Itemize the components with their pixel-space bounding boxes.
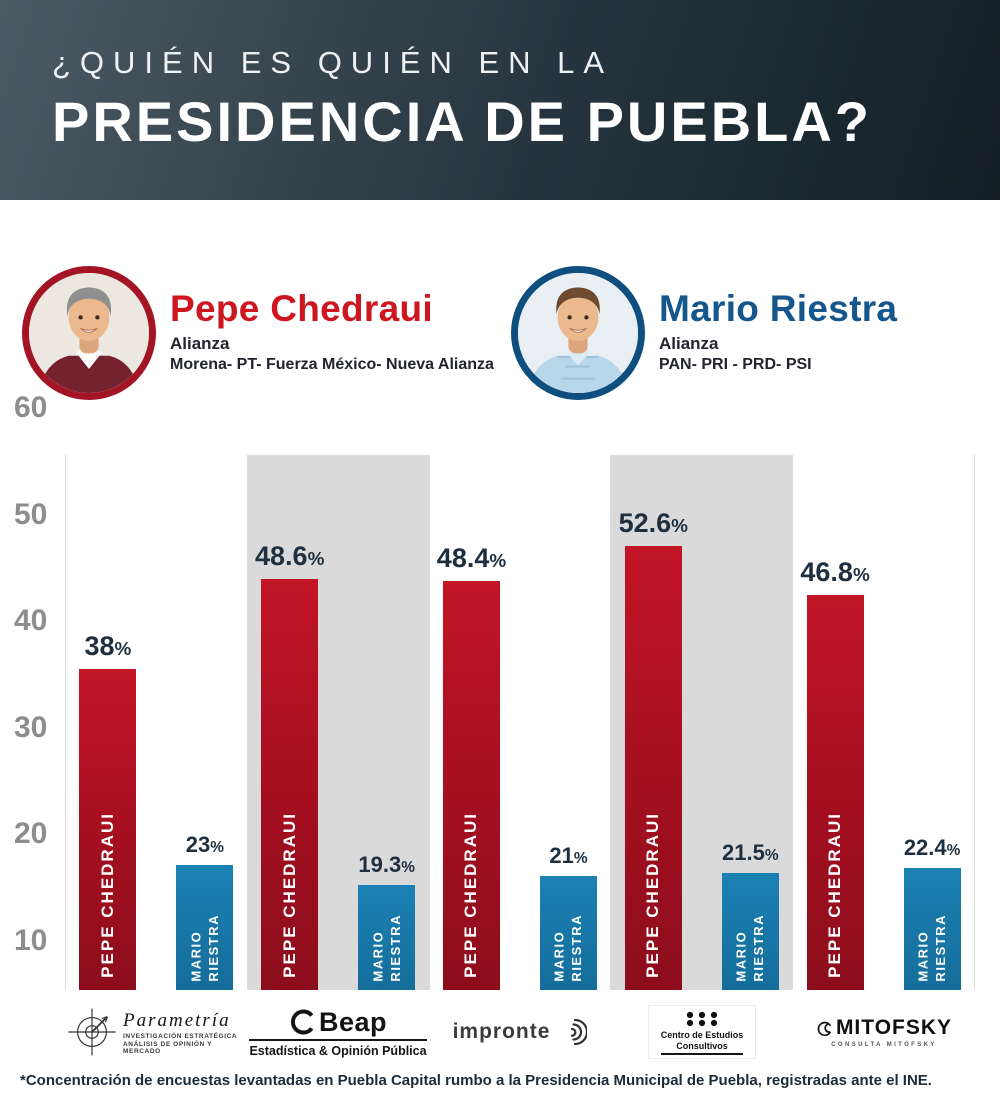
mario-portrait-illustration bbox=[518, 273, 638, 393]
pepe-portrait-illustration bbox=[29, 273, 149, 393]
pollster-logo-beap: Beap Estadística & Opinión Pública bbox=[247, 1007, 429, 1058]
bar-series-label: MARIO RIESTRA bbox=[370, 914, 403, 982]
pollster-logo-impronte: impronte bbox=[429, 1017, 611, 1047]
bar-pepe-chedraui-3: 48.4% PEPE CHEDRAUI bbox=[437, 545, 506, 990]
parametria-tagline-1: INVESTIGACIÓN ESTRATÉGICA bbox=[123, 1032, 238, 1040]
pepe-info: Pepe Chedraui Alianza Morena- PT- Fuerza… bbox=[170, 266, 494, 400]
bar-value-label: 22.4% bbox=[903, 835, 961, 860]
bar-value-label: 52.6% bbox=[618, 508, 688, 538]
bar-series-label: MARIO RIESTRA bbox=[188, 914, 221, 982]
bar-series-label: MARIO RIESTRA bbox=[551, 914, 585, 982]
pepe-chedraui-photo bbox=[22, 266, 156, 400]
bar-series-label: PEPE CHEDRAUI bbox=[279, 812, 299, 978]
y-tick-10: 10 bbox=[14, 923, 48, 957]
bar-mario-riestra-3: 21% MARIO RIESTRA bbox=[539, 845, 597, 990]
mario-name: Mario Riestra bbox=[659, 288, 898, 329]
mitofsky-wordmark: MITOFSKY bbox=[816, 1016, 952, 1040]
poll-bar-chart: 10 20 30 40 50 60 38% PEPE CHEDRAUI 23% MARIO RI… bbox=[0, 393, 1000, 990]
y-tick-60: 60 bbox=[14, 391, 48, 424]
bar-value-label: 21.5% bbox=[722, 840, 779, 865]
bar-value-label: 38% bbox=[84, 631, 132, 661]
parametria-name: Parametría bbox=[123, 1009, 231, 1031]
pollster-logo-parametria: Parametría INVESTIGACIÓN ESTRATÉGICA ANÁ… bbox=[65, 1005, 247, 1059]
mario-alliance-label: Alianza bbox=[659, 333, 719, 353]
bar-mario-riestra-5: 22.4% MARIO RIESTRA bbox=[903, 837, 961, 990]
centro-name-line1: Centro de Estudios bbox=[660, 1029, 744, 1040]
mitofsky-swirl-icon bbox=[817, 1021, 832, 1036]
pepe-parties: Morena- PT- Fuerza México- Nueva Alianza bbox=[170, 355, 494, 373]
beap-tagline: Estadística & Opinión Pública bbox=[249, 1038, 427, 1058]
pepe-alliance-label: Alianza bbox=[170, 333, 230, 353]
bar-value-label: 23% bbox=[185, 832, 224, 857]
y-tick-50: 50 bbox=[14, 497, 48, 531]
y-tick-20: 20 bbox=[14, 817, 48, 850]
hero-header: ¿QUIÉN ES QUIÉN EN LA PRESIDENCIA DE PUE… bbox=[0, 0, 1000, 200]
parametria-tagline-2: ANÁLISIS DE OPINIÓN Y MERCADO bbox=[123, 1040, 212, 1055]
candidate-pepe-chedraui: Pepe Chedraui Alianza Morena- PT- Fuerza… bbox=[22, 266, 511, 400]
pollster-logos-row: Parametría INVESTIGACIÓN ESTRATÉGICA ANÁ… bbox=[65, 996, 975, 1068]
bar-pepe-chedraui-4: 52.6% PEPE CHEDRAUI bbox=[619, 510, 688, 990]
mitofsky-name: MITOFSKY bbox=[835, 1016, 953, 1039]
candidate-mario-riestra: Mario Riestra Alianza PAN- PRI - PRD- PS… bbox=[511, 266, 1000, 400]
bar-value-label: 46.8% bbox=[800, 557, 870, 587]
centro-dots-icon bbox=[686, 1011, 718, 1026]
pepe-name: Pepe Chedraui bbox=[170, 288, 433, 329]
y-tick-40: 40 bbox=[14, 604, 48, 637]
bar-series-label: PEPE CHEDRAUI bbox=[98, 812, 118, 978]
bar-mario-riestra-2: 19.3% MARIO RIESTRA bbox=[358, 854, 416, 990]
bar-pepe-chedraui-2: 48.6% PEPE CHEDRAUI bbox=[255, 543, 324, 990]
chart-group-5: 46.8% PEPE CHEDRAUI 22.4% MARIO RIESTRA bbox=[793, 455, 975, 990]
bar-pepe-chedraui-1: 38% PEPE CHEDRAUI bbox=[79, 633, 137, 990]
parametria-compass-icon bbox=[68, 1008, 116, 1056]
chart-group-3: 48.4% PEPE CHEDRAUI 21% MARIO RIESTRA bbox=[430, 455, 612, 990]
plot-area: 38% PEPE CHEDRAUI 23% MARIO RIESTRA 48.6% PEP… bbox=[65, 455, 975, 990]
beap-name: Beap bbox=[318, 1006, 388, 1037]
centro-card: Centro de Estudios Consultivos bbox=[648, 1005, 756, 1059]
hero-title-line2: PRESIDENCIA DE PUEBLA? bbox=[52, 90, 873, 154]
mario-parties: PAN- PRI - PRD- PSI bbox=[659, 355, 812, 373]
bar-value-label: 21% bbox=[549, 843, 588, 868]
parametria-wordmark: Parametría INVESTIGACIÓN ESTRATÉGICA ANÁ… bbox=[123, 1010, 247, 1055]
hero-title-line1: ¿QUIÉN ES QUIÉN EN LA bbox=[52, 45, 614, 80]
bar-series-label: MARIO RIESTRA bbox=[733, 914, 767, 982]
chart-group-4: 52.6% PEPE CHEDRAUI 21.5% MARIO RIESTRA bbox=[611, 455, 794, 990]
mario-info: Mario Riestra Alianza PAN- PRI - PRD- PS… bbox=[659, 266, 897, 400]
bar-value-label: 19.3% bbox=[358, 852, 415, 877]
pollster-logo-mitofsky: MITOFSKY CONSULTA MITOFSKY bbox=[793, 1016, 975, 1048]
centro-name: Centro de Estudios Consultivos bbox=[660, 1029, 744, 1056]
bar-mario-riestra-1: 23% MARIO RIESTRA bbox=[176, 834, 234, 990]
bar-pepe-chedraui-5: 46.8% PEPE CHEDRAUI bbox=[800, 559, 870, 990]
impronte-fingerprint-icon bbox=[571, 1018, 588, 1046]
centro-name-line2: Consultivos bbox=[676, 1040, 728, 1051]
chart-group-1: 38% PEPE CHEDRAUI 23% MARIO RIESTRA bbox=[66, 455, 248, 990]
bar-series-label: PEPE CHEDRAUI bbox=[643, 812, 663, 978]
pollster-logo-centro-estudios-consultivos: Centro de Estudios Consultivos bbox=[611, 1005, 793, 1059]
impronte-name: impronte bbox=[452, 1020, 551, 1043]
y-tick-30: 30 bbox=[14, 710, 48, 744]
bar-value-label: 48.4% bbox=[436, 543, 507, 573]
chart-group-2: 48.6% PEPE CHEDRAUI 19.3% MARIO RIESTRA bbox=[247, 455, 430, 990]
bar-value-label: 48.6% bbox=[255, 541, 325, 571]
beap-wordmark: Beap bbox=[289, 1007, 387, 1038]
mario-riestra-photo bbox=[511, 266, 645, 400]
beap-swoosh-icon bbox=[290, 1009, 314, 1035]
bar-mario-riestra-4: 21.5% MARIO RIESTRA bbox=[721, 842, 779, 990]
candidates-section: Pepe Chedraui Alianza Morena- PT- Fuerza… bbox=[22, 266, 1000, 400]
bar-series-label: PEPE CHEDRAUI bbox=[825, 812, 845, 978]
bar-series-label: PEPE CHEDRAUI bbox=[461, 812, 481, 978]
bar-series-label: MARIO RIESTRA bbox=[915, 914, 949, 982]
footnote: *Concentración de encuestas levantadas e… bbox=[20, 1072, 932, 1089]
mitofsky-tagline: CONSULTA MITOFSKY bbox=[831, 1042, 937, 1048]
